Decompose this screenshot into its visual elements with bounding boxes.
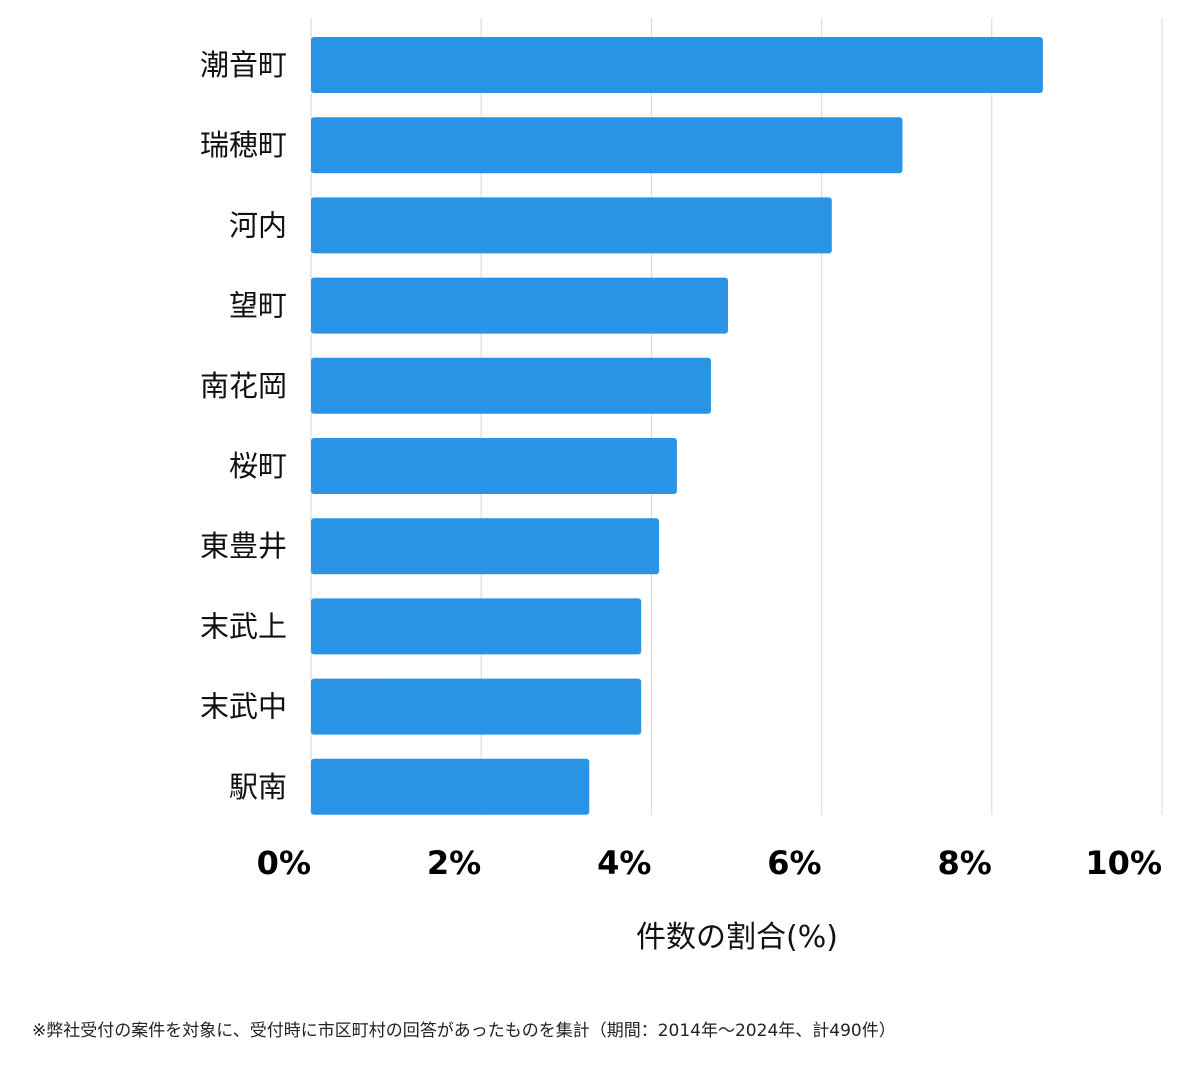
bar-9: [311, 758, 590, 815]
bar-8: [311, 678, 642, 735]
footnote: ※弊社受付の案件を対象に、受付時に市区町村の回答があったものを集計（期間：201…: [32, 1021, 896, 1041]
x-tick-label-5: 10%: [1085, 844, 1162, 882]
bar-0: [311, 37, 1043, 93]
x-tick-label-2: 4%: [597, 844, 651, 882]
x-tick-label-0: 0%: [257, 844, 311, 882]
category-label-9: 駅南: [229, 770, 287, 804]
category-label-6: 東豊井: [200, 529, 287, 563]
category-label-2: 河内: [229, 208, 287, 242]
bar-7: [311, 598, 642, 655]
category-label-3: 望町: [229, 289, 287, 323]
category-label-4: 南花岡: [200, 369, 287, 403]
bar-layer: [311, 37, 1043, 815]
category-label-8: 末武中: [200, 690, 287, 724]
bar-4: [311, 357, 711, 414]
category-label-1: 瑞穂町: [200, 128, 287, 162]
bar-3: [311, 277, 728, 334]
x-tick-label-3: 6%: [767, 844, 821, 882]
x-tick-label-4: 8%: [937, 844, 991, 882]
category-label-0: 潮音町: [200, 48, 287, 82]
bar-2: [311, 197, 832, 254]
x-tick-label-1: 2%: [427, 844, 481, 882]
bar-chart: 潮音町瑞穂町河内望町南花岡桜町東豊井末武上末武中駅南 0% 2% 4% 6% 8% 10%…: [200, 18, 1163, 955]
bar-6: [311, 518, 660, 575]
category-label-5: 桜町: [229, 449, 287, 483]
x-axis-title: 件数の割合(%): [636, 920, 838, 955]
bar-1: [311, 117, 903, 174]
bar-5: [311, 438, 677, 494]
x-tick-labels: 0% 2% 4% 6% 8% 10%: [257, 844, 1162, 882]
category-label-7: 末武上: [200, 609, 287, 643]
